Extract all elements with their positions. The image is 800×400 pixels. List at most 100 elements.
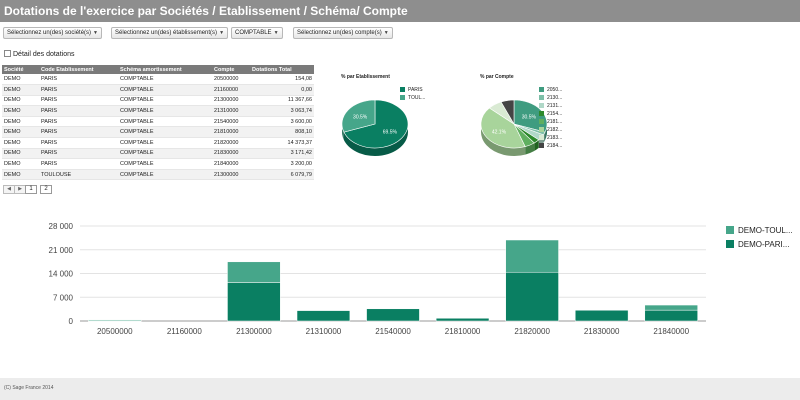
cell-societe: DEMO [2, 84, 39, 96]
societe-filter-dropdown[interactable]: Sélectionnez un(des) société(s) ▼ [3, 27, 102, 39]
x-tick-label: 21160000 [167, 327, 203, 336]
caret-down-icon: ▼ [93, 30, 98, 36]
cell-schema: COMPTABLE [118, 95, 212, 107]
legend-swatch [539, 111, 544, 116]
cell-etablissement: PARIS [39, 84, 118, 96]
cell-societe: DEMO [2, 169, 39, 181]
cell-etablissement: PARIS [39, 105, 118, 117]
pie-0-slice-0[interactable] [343, 99, 409, 149]
page-2-button[interactable]: 2 [40, 185, 52, 194]
societe-filter-label: Sélectionnez un(des) société(s) [7, 30, 92, 36]
legend-label: PARIS [408, 87, 423, 93]
legend-label: 2183... [547, 135, 563, 141]
etablissement-filter-dropdown[interactable]: Sélectionnez un(des) établissement(s) ▼ [111, 27, 229, 39]
cell-societe: DEMO [2, 95, 39, 107]
pie-compte-legend: 2050... 2130... 2131... 2154... 2181... 2182.… [539, 86, 562, 150]
table-row[interactable]: DEMO PARIS COMPTABLE 21820000 14 373,37 [2, 137, 314, 149]
legend-item[interactable]: 2154... [539, 110, 562, 118]
legend-item[interactable]: 2181... [539, 118, 562, 126]
legend-label: TOUL... [408, 95, 426, 101]
y-tick-label: 0 [69, 317, 74, 326]
bar-21300000-series-0[interactable] [227, 282, 281, 322]
caret-down-icon: ▼ [273, 30, 279, 36]
table-row[interactable]: DEMO PARIS COMPTABLE 21540000 3 600,00 [2, 116, 314, 128]
legend-item[interactable]: 2130... [539, 94, 562, 102]
legend-item[interactable]: 2182... [539, 126, 562, 134]
pie-1-slice-side-4 [525, 142, 535, 155]
cell-schema: COMPTABLE [118, 84, 212, 96]
cell-societe: DEMO [2, 137, 39, 149]
table-row[interactable]: DEMO TOULOUSE COMPTABLE 21300000 6 079,79 [2, 169, 314, 181]
page-1-button[interactable]: 1 [25, 185, 37, 194]
table-row[interactable]: DEMO PARIS COMPTABLE 21840000 3 200,00 [2, 158, 314, 170]
bar-chart: 0 7 000 14 000 21 000 28 000 20500000 21160000… [49, 222, 706, 336]
legend-label: 2182... [547, 127, 563, 133]
cell-compte: 21840000 [212, 158, 250, 170]
pie-etablissement-title: % par Etablissement [341, 74, 390, 80]
bar-21310000-series-0[interactable] [296, 310, 351, 322]
detail-label: Détail des dotations [13, 51, 75, 58]
pie-etablissement-legend: PARIS TOUL... [400, 86, 425, 102]
y-tick-label: 21 000 [49, 246, 74, 255]
cell-schema: COMPTABLE [118, 137, 212, 149]
legend-label: 2181... [547, 119, 563, 125]
bar-21830000-series-0[interactable] [574, 309, 629, 322]
cell-compte: 20500000 [212, 74, 250, 86]
legend-item[interactable]: DEMO-PARI... [726, 238, 793, 252]
bar-21300000-series-1[interactable] [227, 261, 281, 283]
bar-21820000-series-1[interactable] [505, 239, 559, 273]
column-header-dotations[interactable]: Dotations Total [250, 65, 314, 74]
table-row[interactable]: DEMO PARIS COMPTABLE 20500000 154,08 [2, 74, 314, 86]
legend-item[interactable]: 2131... [539, 102, 562, 110]
legend-item[interactable]: 2184... [539, 142, 562, 150]
pie-0-slice-1[interactable] [341, 99, 376, 133]
legend-label: 2184... [547, 143, 563, 149]
table-row[interactable]: DEMO PARIS COMPTABLE 21830000 3 171,42 [2, 148, 314, 160]
pie-1-slice-side-5 [481, 108, 526, 156]
pie-0-data-label-1: 30.5% [353, 114, 368, 120]
pie-1-slice-5[interactable] [480, 107, 526, 149]
legend-swatch [400, 95, 405, 100]
legend-item[interactable]: PARIS [400, 86, 425, 94]
pie-1-slice-0[interactable] [513, 99, 548, 133]
cell-etablissement: PARIS [39, 95, 118, 107]
legend-label: 2050... [547, 87, 563, 93]
cell-schema: COMPTABLE [118, 126, 212, 139]
compte-filter-dropdown[interactable]: Sélectionnez un(des) compte(s) ▼ [293, 27, 393, 39]
table-row[interactable]: DEMO PARIS COMPTABLE 21810000 808,10 [2, 126, 314, 139]
cell-dotations: 11 367,66 [250, 95, 314, 107]
bar-21840000-series-1[interactable] [644, 304, 698, 311]
cell-dotations: 3 171,42 [250, 148, 314, 160]
legend-swatch [539, 135, 544, 140]
bar-20500000-series-1[interactable] [88, 319, 142, 321]
bar-21540000-series-0[interactable] [366, 308, 420, 322]
cell-etablissement: TOULOUSE [39, 169, 118, 181]
x-tick-label: 20500000 [97, 327, 133, 336]
legend-item[interactable]: TOUL... [400, 94, 425, 102]
column-header-schema[interactable]: Schéma amortissement [118, 65, 212, 74]
bar-21840000-series-0[interactable] [644, 309, 698, 322]
cell-etablissement: PARIS [39, 74, 118, 86]
cell-dotations: 3 600,00 [250, 116, 314, 128]
schema-filter-dropdown[interactable]: COMPTABLE ▼ [231, 27, 283, 39]
legend-item[interactable]: 2050... [539, 86, 562, 94]
table-row[interactable]: DEMO PARIS COMPTABLE 21300000 11 367,66 [2, 95, 314, 107]
y-tick-label: 28 000 [49, 222, 74, 231]
legend-item[interactable]: 2183... [539, 134, 562, 142]
caret-down-icon: ▼ [383, 30, 389, 36]
column-header-compte[interactable]: Compte [212, 65, 250, 74]
legend-label: 2131... [547, 103, 563, 109]
column-header-societe[interactable]: Société [2, 65, 39, 74]
table-row[interactable]: DEMO PARIS COMPTABLE 21310000 3 063,74 [2, 105, 314, 117]
cell-schema: COMPTABLE [118, 116, 212, 128]
detail-checkbox[interactable] [4, 50, 11, 57]
detail-toggle[interactable]: Détail des dotations [4, 50, 74, 59]
bar-21810000-series-0[interactable] [435, 318, 490, 322]
pie-1-slice-7[interactable] [500, 99, 515, 126]
column-header-etablissement[interactable]: Code Etablissement [39, 65, 118, 74]
bar-21820000-series-0[interactable] [505, 271, 559, 322]
table-body: DEMO PARIS COMPTABLE 20500000 154,08 DEMO PAR… [2, 74, 314, 181]
table-row[interactable]: DEMO PARIS COMPTABLE 21160000 0,00 [2, 84, 314, 96]
legend-item[interactable]: DEMO-TOUL... [726, 224, 793, 238]
